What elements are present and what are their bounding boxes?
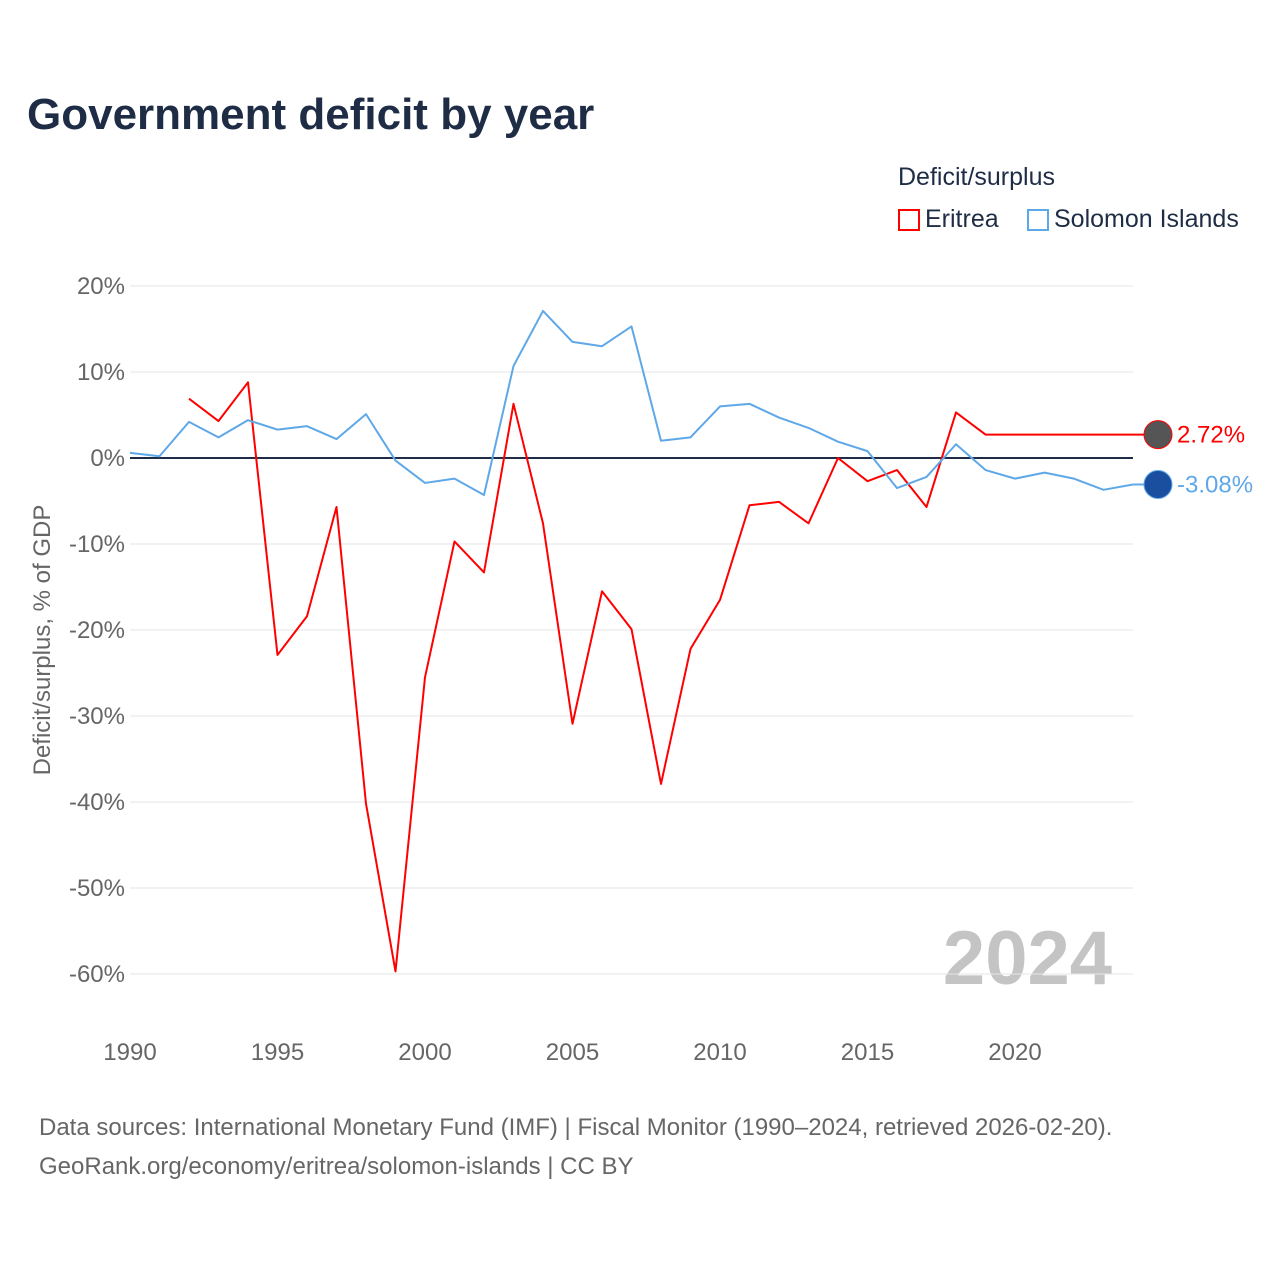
x-tick-label: 2015 [841, 1039, 894, 1066]
legend-swatch [898, 208, 920, 231]
y-tick-label: -30% [69, 703, 125, 730]
legend-title: Deficit/surplus [898, 163, 1055, 191]
end-value-label: 2.72% [1177, 422, 1245, 449]
flag-icon [1143, 469, 1173, 499]
x-tick-label: 2000 [398, 1039, 451, 1066]
legend-label: Eritrea [925, 205, 999, 233]
series-line-eritrea [188, 381, 1133, 973]
y-tick-label: 20% [77, 273, 125, 300]
y-tick-label: 0% [90, 445, 125, 472]
y-tick-label: -10% [69, 531, 125, 558]
y-tick-label: -40% [69, 789, 125, 816]
x-tick-label: 2005 [546, 1039, 599, 1066]
legend-item-solomon-islands[interactable]: Solomon Islands [1027, 205, 1239, 234]
series-line-solomon-islands [129, 309, 1134, 496]
legend-label: Solomon Islands [1054, 205, 1239, 233]
chart-title: Government deficit by year [27, 90, 595, 139]
y-tick-label: 10% [77, 359, 125, 386]
y-tick-label: -50% [69, 875, 125, 902]
attribution-link[interactable]: GeoRank.org/economy/eritrea/solomon-isla… [39, 1153, 634, 1180]
x-tick-label: 2020 [988, 1039, 1041, 1066]
legend-swatch [1027, 208, 1049, 231]
legend-item-eritrea[interactable]: Eritrea [898, 205, 999, 234]
x-tick-label: 2010 [693, 1039, 746, 1066]
x-tick-label: 1990 [103, 1039, 156, 1066]
y-tick-label: -20% [69, 617, 125, 644]
y-tick-label: -60% [69, 961, 125, 988]
y-axis-label: Deficit/surplus, % of GDP [29, 505, 56, 776]
year-watermark: 2024 [943, 916, 1112, 1001]
x-tick-label: 1995 [251, 1039, 304, 1066]
flag-icon [1143, 420, 1173, 450]
footer: Data sources: International Monetary Fun… [39, 1108, 1112, 1186]
end-value-label: -3.08% [1177, 471, 1253, 498]
data-source: Data sources: International Monetary Fun… [39, 1114, 1113, 1141]
